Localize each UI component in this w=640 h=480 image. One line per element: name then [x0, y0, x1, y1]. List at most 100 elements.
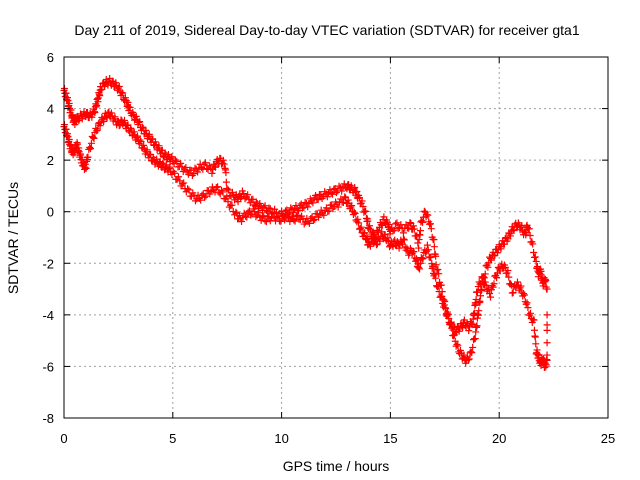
data-point	[393, 219, 401, 227]
data-point	[67, 106, 75, 114]
y-tick-label: -4	[42, 308, 54, 323]
data-point	[173, 157, 181, 165]
data-point	[82, 164, 90, 172]
data-point	[102, 113, 110, 121]
data-point	[520, 291, 528, 299]
data-point	[517, 282, 525, 290]
data-point	[120, 116, 128, 124]
data-point	[484, 263, 492, 271]
data-point	[287, 204, 295, 212]
data-point	[478, 273, 486, 281]
data-point	[415, 264, 423, 272]
data-point	[341, 193, 349, 201]
data-point	[161, 149, 169, 157]
data-point	[543, 351, 551, 359]
data-point	[234, 198, 242, 206]
data-point	[467, 348, 475, 356]
data-point	[435, 288, 443, 296]
data-point	[486, 289, 494, 297]
data-point	[309, 199, 317, 207]
data-point	[260, 212, 268, 220]
data-point	[357, 223, 365, 231]
data-point	[197, 196, 205, 204]
data-point	[224, 198, 232, 206]
data-point	[312, 192, 320, 200]
y-tick-label: -2	[42, 256, 54, 271]
data-point	[115, 122, 123, 130]
data-point	[487, 256, 495, 264]
data-point	[472, 295, 480, 303]
data-point	[359, 203, 367, 211]
data-point	[338, 187, 346, 195]
data-point	[366, 222, 374, 230]
data-point	[142, 126, 150, 134]
data-point	[251, 208, 259, 216]
data-point	[334, 203, 342, 211]
data-point	[470, 336, 478, 344]
data-point	[223, 193, 231, 201]
data-point	[180, 179, 188, 187]
data-point	[290, 216, 298, 224]
data-point	[432, 274, 440, 282]
data-point	[441, 304, 449, 312]
data-point	[94, 126, 102, 134]
data-point	[228, 188, 236, 196]
data-point	[473, 288, 481, 296]
data-point	[107, 109, 115, 117]
data-point	[168, 153, 176, 161]
data-point	[431, 270, 439, 278]
data-point	[446, 319, 454, 327]
data-point	[127, 124, 135, 132]
data-point	[320, 211, 328, 219]
data-point	[532, 257, 540, 265]
data-point	[513, 278, 521, 286]
data-point	[225, 186, 233, 194]
data-point	[189, 189, 197, 197]
data-point	[384, 234, 392, 242]
data-point	[134, 132, 142, 140]
data-point	[246, 199, 254, 207]
chart-title: Day 211 of 2019, Sidereal Day-to-day VTE…	[74, 22, 579, 38]
data-point	[523, 299, 531, 307]
data-point	[155, 142, 163, 150]
x-axis-label: GPS time / hours	[283, 458, 390, 474]
data-point	[135, 118, 143, 126]
data-point	[194, 168, 202, 176]
data-point	[390, 226, 398, 234]
data-point	[416, 227, 424, 235]
data-point	[432, 252, 440, 260]
data-point	[323, 193, 331, 201]
data-point	[305, 219, 313, 227]
data-point	[532, 340, 540, 348]
data-point	[115, 82, 123, 90]
y-tick-label: -8	[42, 411, 54, 426]
data-point	[132, 112, 140, 120]
data-point	[340, 180, 348, 188]
data-point	[465, 355, 473, 363]
data-point	[414, 239, 422, 247]
data-point	[406, 219, 414, 227]
data-point	[190, 170, 198, 178]
data-point	[452, 329, 460, 337]
data-point	[504, 267, 512, 275]
data-point	[232, 208, 240, 216]
data-point	[476, 292, 484, 300]
data-point	[252, 198, 260, 206]
y-tick-label: 2	[47, 153, 54, 168]
data-point	[347, 203, 355, 211]
data-point	[237, 194, 245, 202]
data-point	[434, 282, 442, 290]
data-point	[543, 339, 551, 347]
data-point	[364, 217, 372, 225]
data-point	[87, 139, 95, 147]
data-point	[219, 156, 227, 164]
data-point	[214, 183, 222, 191]
data-point	[531, 333, 539, 341]
data-point	[208, 169, 216, 177]
data-point	[241, 212, 249, 220]
plot-frame	[63, 56, 609, 419]
data-marks	[60, 75, 551, 372]
data-point	[222, 178, 230, 186]
data-point	[351, 209, 359, 217]
